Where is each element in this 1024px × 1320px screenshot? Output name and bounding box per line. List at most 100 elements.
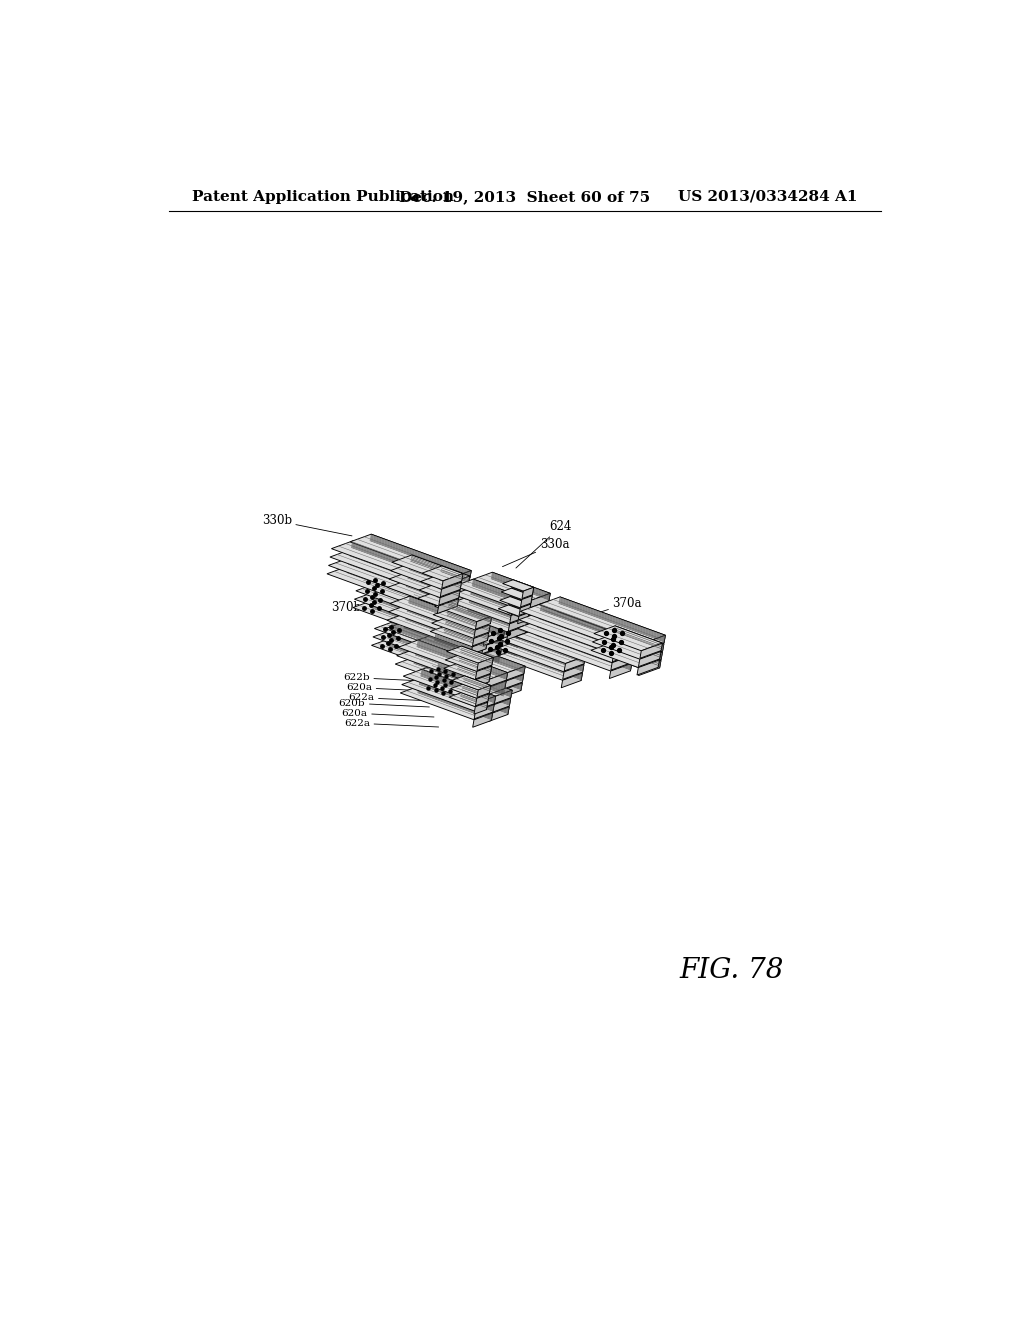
Polygon shape bbox=[411, 554, 470, 583]
Polygon shape bbox=[559, 597, 666, 643]
Text: FIG. 78: FIG. 78 bbox=[679, 957, 783, 985]
Polygon shape bbox=[436, 645, 455, 659]
Polygon shape bbox=[440, 566, 463, 581]
Polygon shape bbox=[415, 624, 435, 638]
Polygon shape bbox=[561, 673, 583, 688]
Polygon shape bbox=[538, 620, 633, 663]
Polygon shape bbox=[345, 560, 467, 603]
Polygon shape bbox=[451, 684, 489, 698]
Polygon shape bbox=[332, 541, 453, 585]
Polygon shape bbox=[556, 614, 663, 660]
Polygon shape bbox=[517, 612, 529, 624]
Polygon shape bbox=[463, 676, 490, 693]
Polygon shape bbox=[443, 626, 487, 649]
Text: 624: 624 bbox=[399, 557, 444, 593]
Polygon shape bbox=[419, 677, 495, 711]
Polygon shape bbox=[612, 634, 660, 659]
Polygon shape bbox=[350, 549, 452, 593]
Polygon shape bbox=[445, 618, 488, 640]
Polygon shape bbox=[418, 607, 437, 622]
Text: 622b: 622b bbox=[450, 675, 520, 700]
Polygon shape bbox=[392, 554, 470, 583]
Polygon shape bbox=[329, 558, 450, 602]
Polygon shape bbox=[351, 541, 453, 585]
Polygon shape bbox=[441, 574, 463, 589]
Text: 622b: 622b bbox=[343, 673, 434, 682]
Polygon shape bbox=[460, 645, 494, 665]
Polygon shape bbox=[417, 680, 509, 714]
Polygon shape bbox=[421, 669, 496, 704]
Text: 620b: 620b bbox=[468, 640, 554, 665]
Polygon shape bbox=[564, 656, 586, 671]
Polygon shape bbox=[557, 606, 664, 651]
Polygon shape bbox=[400, 686, 493, 719]
Polygon shape bbox=[353, 601, 435, 631]
Polygon shape bbox=[375, 622, 455, 652]
Polygon shape bbox=[422, 615, 518, 657]
Polygon shape bbox=[509, 597, 530, 611]
Polygon shape bbox=[401, 677, 495, 711]
Polygon shape bbox=[439, 590, 460, 605]
Polygon shape bbox=[431, 651, 522, 690]
Polygon shape bbox=[437, 582, 460, 598]
Polygon shape bbox=[517, 620, 633, 663]
Polygon shape bbox=[387, 639, 452, 669]
Polygon shape bbox=[474, 705, 495, 719]
Polygon shape bbox=[539, 597, 666, 643]
Polygon shape bbox=[389, 631, 454, 661]
Polygon shape bbox=[498, 642, 519, 656]
Polygon shape bbox=[475, 667, 492, 678]
Polygon shape bbox=[437, 599, 459, 614]
Polygon shape bbox=[330, 549, 452, 594]
Polygon shape bbox=[432, 618, 488, 639]
Polygon shape bbox=[593, 634, 660, 659]
Polygon shape bbox=[373, 583, 437, 615]
Polygon shape bbox=[591, 643, 659, 668]
Polygon shape bbox=[482, 639, 503, 653]
Polygon shape bbox=[471, 642, 487, 655]
Polygon shape bbox=[396, 648, 506, 688]
Polygon shape bbox=[434, 634, 525, 673]
Polygon shape bbox=[348, 543, 470, 586]
Polygon shape bbox=[468, 605, 526, 632]
Polygon shape bbox=[409, 597, 505, 638]
Text: 620b: 620b bbox=[339, 698, 429, 708]
Polygon shape bbox=[499, 605, 529, 616]
Polygon shape bbox=[497, 643, 583, 681]
Polygon shape bbox=[416, 634, 525, 673]
Polygon shape bbox=[372, 593, 436, 623]
Polygon shape bbox=[439, 574, 462, 590]
Polygon shape bbox=[451, 605, 526, 632]
Polygon shape bbox=[500, 597, 530, 609]
Polygon shape bbox=[426, 602, 449, 618]
Polygon shape bbox=[350, 535, 471, 578]
Polygon shape bbox=[409, 564, 468, 591]
Polygon shape bbox=[426, 590, 522, 632]
Polygon shape bbox=[477, 657, 494, 671]
Polygon shape bbox=[563, 665, 584, 680]
Text: US 2013/0334284 A1: US 2013/0334284 A1 bbox=[678, 190, 857, 203]
Polygon shape bbox=[371, 601, 435, 631]
Polygon shape bbox=[474, 675, 490, 688]
Polygon shape bbox=[470, 581, 549, 610]
Polygon shape bbox=[539, 612, 635, 655]
Polygon shape bbox=[387, 581, 465, 609]
Polygon shape bbox=[473, 713, 493, 727]
Polygon shape bbox=[415, 648, 506, 689]
Polygon shape bbox=[444, 595, 467, 611]
Polygon shape bbox=[419, 599, 439, 612]
Polygon shape bbox=[611, 655, 633, 671]
Polygon shape bbox=[427, 594, 450, 610]
Polygon shape bbox=[485, 681, 506, 696]
Text: 370a: 370a bbox=[556, 597, 642, 626]
Polygon shape bbox=[510, 609, 529, 623]
Polygon shape bbox=[609, 664, 632, 678]
Polygon shape bbox=[462, 684, 489, 701]
Polygon shape bbox=[455, 579, 531, 607]
Polygon shape bbox=[458, 663, 490, 682]
Polygon shape bbox=[483, 689, 505, 704]
Polygon shape bbox=[403, 615, 518, 657]
Polygon shape bbox=[408, 572, 467, 601]
Text: 370b: 370b bbox=[331, 601, 422, 615]
Polygon shape bbox=[327, 566, 449, 610]
